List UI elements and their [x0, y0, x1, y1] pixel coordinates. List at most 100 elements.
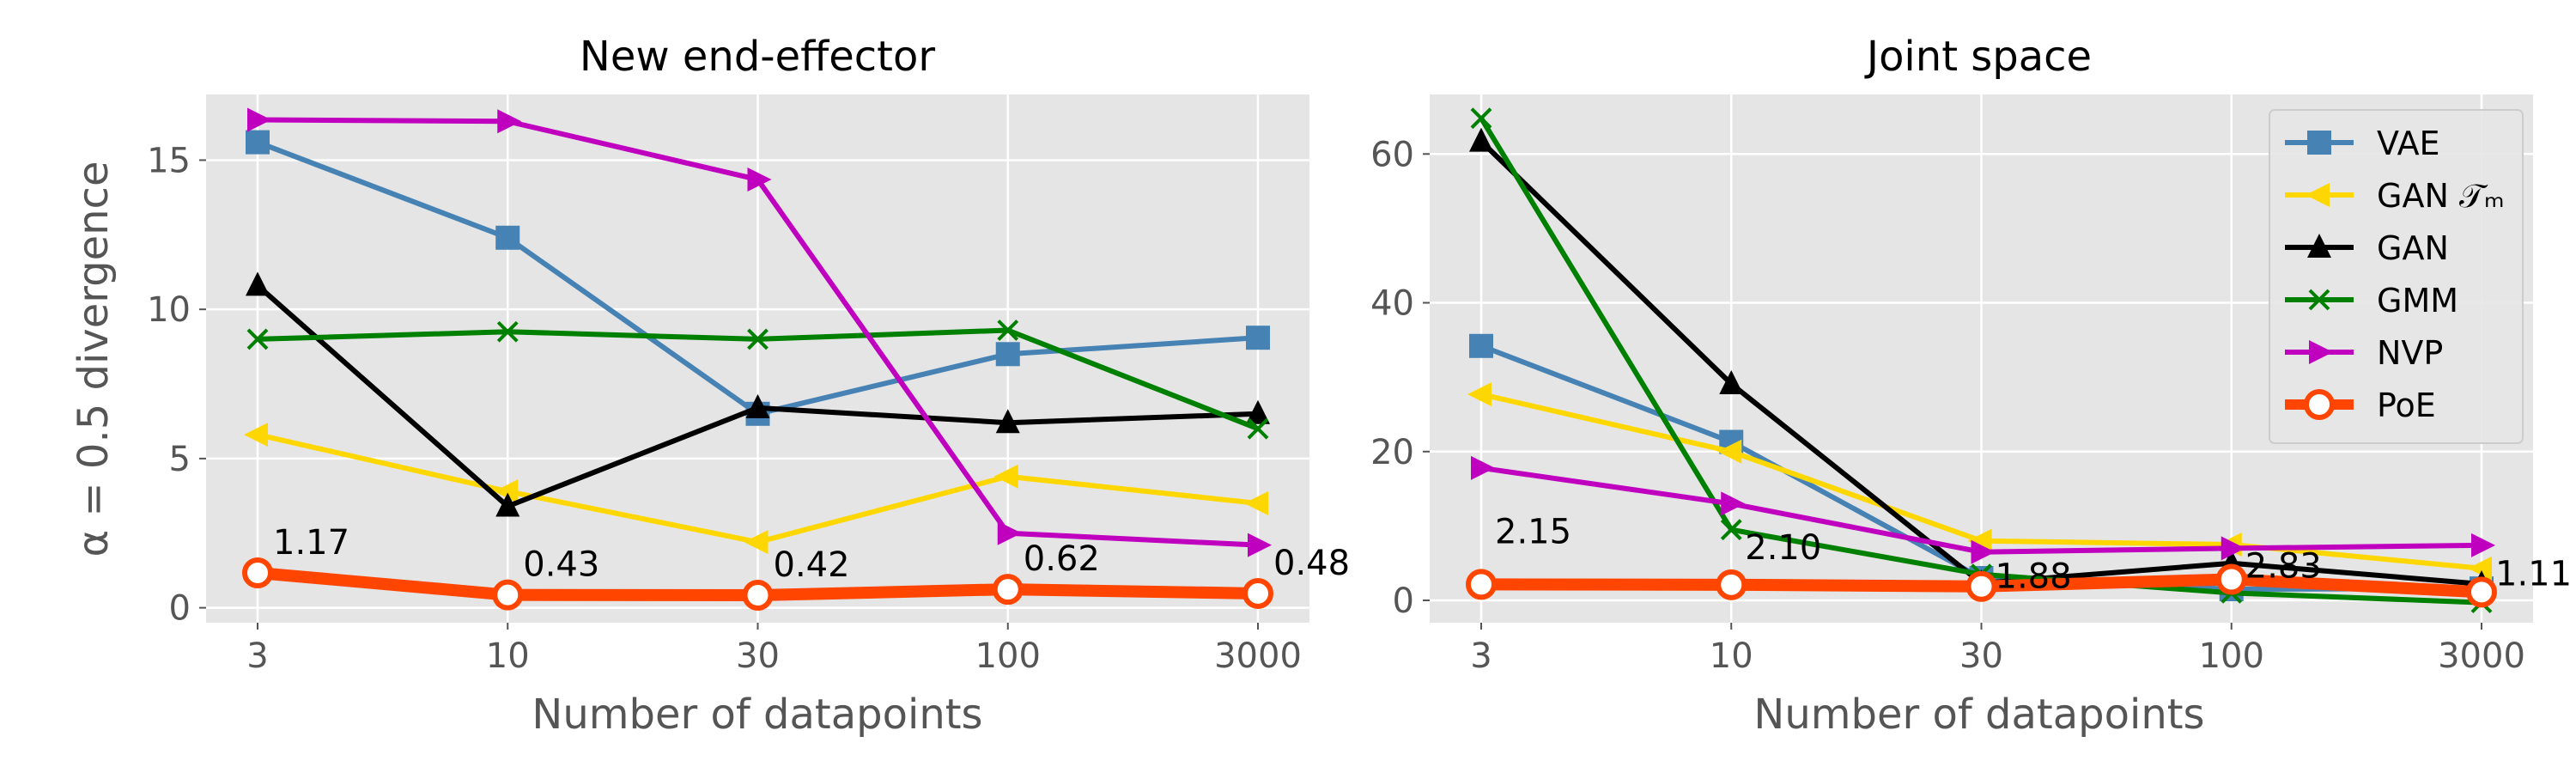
x-tick-label: 10 — [486, 636, 530, 676]
data-point — [1967, 528, 1992, 553]
data-point — [747, 167, 772, 192]
data-point — [997, 520, 1022, 545]
legend-marker — [2307, 234, 2331, 258]
series-gmm — [246, 320, 1269, 440]
data-label: 2.15 — [1495, 512, 1571, 551]
x-tick-label: 3000 — [1214, 636, 1302, 676]
data-point — [992, 574, 1024, 606]
data-label: 2.10 — [1745, 528, 1821, 568]
panel-joint-space: 3 10 30 100 3000 0 20 40 60 2.15 2.10 1.88 2.83 1.11… — [1370, 33, 2572, 739]
legend-item-nvp: NVP — [2285, 334, 2443, 372]
data-point — [495, 492, 520, 517]
chart-marks: 1.17 0.43 0.42 0.62 0.48 — [242, 107, 1350, 612]
y-tick-label: 0 — [169, 589, 191, 629]
data-point — [747, 328, 769, 350]
data-point — [2471, 533, 2495, 557]
y-axis-label: α = 0.5 divergence — [70, 161, 118, 557]
legend-label: GAN 𝒯ₘ — [2377, 177, 2505, 215]
data-point — [742, 580, 774, 612]
data-point — [1247, 417, 1269, 440]
legend-item-gan: GAN 𝒯ₘ — [2285, 177, 2505, 215]
data-point — [242, 557, 273, 588]
x-tick-label: 3 — [1470, 636, 1492, 676]
legend-marker — [2308, 289, 2330, 311]
x-tick-label: 30 — [736, 636, 780, 676]
data-point — [1246, 399, 1270, 424]
data-point — [1717, 439, 1742, 464]
chart-title: New end-effector — [580, 33, 935, 81]
legend-item-gmm: GMM — [2285, 282, 2458, 320]
data-point — [1965, 570, 1997, 602]
data-point — [1244, 491, 1268, 516]
data-label: 1.11 — [2495, 554, 2572, 593]
legend-marker — [2309, 340, 2333, 364]
data-label: 0.42 — [774, 545, 850, 585]
data-point — [1469, 127, 1493, 152]
data-point — [496, 320, 519, 343]
data-point — [495, 225, 520, 250]
data-point — [997, 320, 1019, 341]
data-point — [2215, 563, 2247, 595]
legend-label: VAE — [2377, 125, 2440, 162]
data-point — [1720, 519, 1742, 541]
series-gan — [1467, 382, 2492, 581]
data-point — [1721, 491, 1746, 516]
data-point — [1246, 326, 1270, 350]
data-point — [1971, 539, 1996, 564]
y-tick-label: 60 — [1370, 135, 1414, 174]
data-point — [246, 130, 270, 155]
data-point — [2468, 556, 2492, 581]
legend-label: GAN — [2377, 229, 2449, 267]
series-nvp — [1471, 455, 2495, 564]
data-point — [744, 530, 769, 555]
data-point — [497, 109, 522, 134]
data-point — [1470, 107, 1492, 130]
legend-marker — [2306, 183, 2330, 207]
grid: 3 10 30 100 3000 0 5 10 15 — [147, 94, 1309, 676]
data-point — [745, 393, 770, 418]
legend-item-gan: GAN — [2285, 229, 2449, 267]
y-tick-label: 20 — [1370, 433, 1414, 472]
data-point — [995, 342, 1020, 367]
data-label: 0.48 — [1273, 544, 1350, 583]
data-point — [1466, 569, 1497, 600]
x-axis-label: Number of datapoints — [1753, 691, 2204, 739]
y-tick-label: 10 — [147, 290, 191, 330]
data-label: 1.17 — [273, 523, 349, 563]
data-point — [1242, 577, 1273, 609]
data-label: 0.43 — [523, 545, 599, 585]
data-point — [993, 464, 1018, 489]
data-point — [1719, 369, 1744, 394]
y-tick-label: 5 — [169, 440, 191, 479]
data-point — [247, 107, 271, 132]
data-point — [1469, 333, 1493, 358]
legend-label: NVP — [2377, 334, 2443, 372]
data-point — [995, 409, 1020, 434]
x-tick-label: 30 — [1959, 636, 2003, 676]
chart-marks: 2.15 2.10 1.88 2.83 1.11 — [1466, 107, 2572, 614]
series-poe — [1466, 563, 2497, 608]
data-label: 0.62 — [1024, 539, 1100, 579]
data-point — [1467, 382, 1492, 407]
data-label: 1.88 — [1996, 557, 2072, 597]
data-point — [2221, 536, 2245, 561]
series-nvp — [247, 107, 1272, 557]
y-tick-label: 40 — [1370, 284, 1414, 324]
legend: VAE GAN 𝒯ₘ GAN GMM NVP PoE — [2269, 109, 2524, 444]
data-point — [246, 271, 270, 296]
series-gan — [246, 271, 1270, 517]
x-axis-label: Number of datapoints — [532, 691, 982, 739]
legend-label: PoE — [2377, 386, 2436, 424]
data-label: 2.83 — [2245, 547, 2322, 587]
legend-label: GMM — [2377, 282, 2458, 320]
data-point — [494, 479, 519, 504]
legend-marker — [2304, 389, 2335, 420]
legend-item-vae: VAE — [2285, 125, 2440, 162]
y-tick-label: 0 — [1393, 581, 1414, 621]
data-point — [492, 579, 524, 611]
series-poe — [242, 557, 1273, 612]
x-tick-label: 100 — [2199, 636, 2264, 676]
